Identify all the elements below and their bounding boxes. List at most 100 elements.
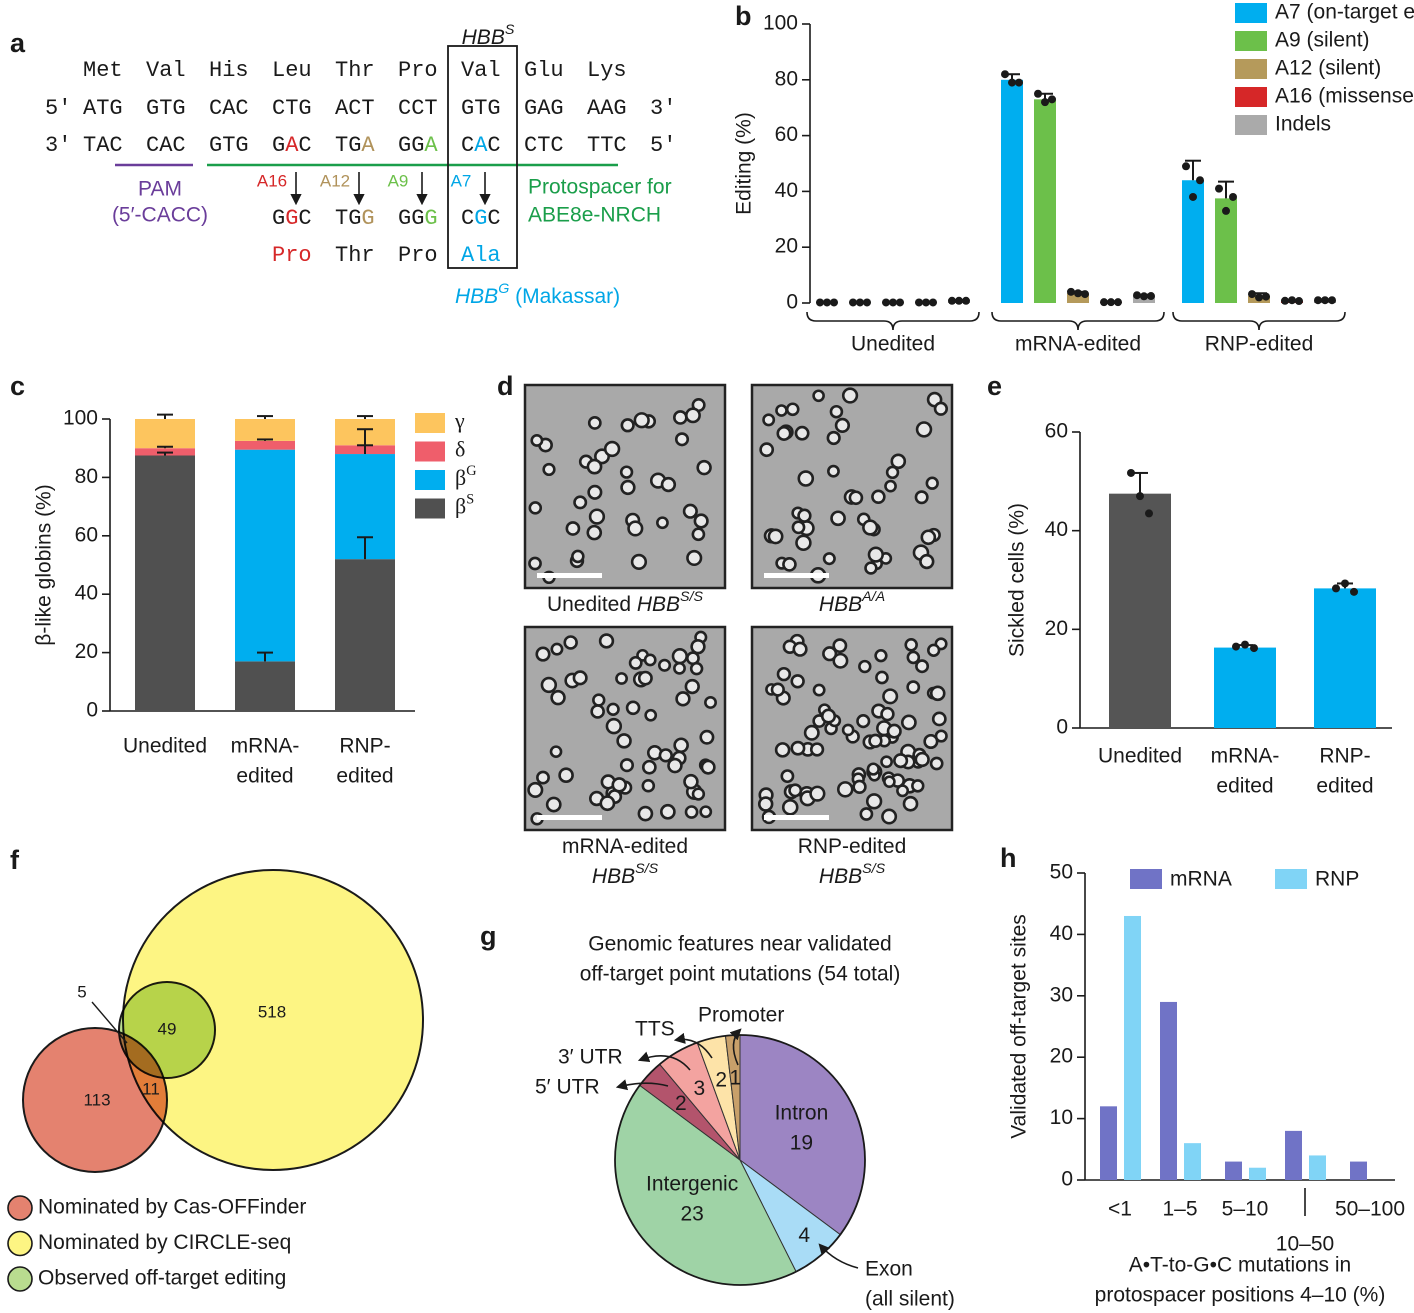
cell (829, 404, 844, 419)
cell (923, 733, 939, 750)
slice-name: Exon (865, 1258, 913, 1281)
replicate-point (1295, 297, 1303, 306)
cell (914, 490, 929, 505)
slice-name: 3′ UTR (558, 1046, 623, 1069)
amino-acid: Glu (524, 58, 564, 83)
panel-letter: a (10, 28, 26, 58)
cell (674, 432, 690, 447)
region-count: 5 (77, 982, 86, 1001)
codon: ATG (83, 96, 123, 121)
codon: AAG (587, 96, 627, 121)
hbb-g-label-part: G (498, 281, 509, 297)
amino-acid: Val (146, 58, 186, 83)
legend-swatch (1235, 87, 1267, 107)
slice-value: 2 (675, 1092, 687, 1115)
x-tick-label: RNP-edited (1205, 333, 1314, 356)
cell (573, 495, 588, 510)
cell (790, 674, 805, 689)
cell (827, 464, 840, 478)
cell (586, 458, 603, 475)
legend-swatch (415, 470, 445, 490)
cell (904, 638, 918, 652)
cell (615, 672, 628, 685)
replicate-point (1081, 290, 1089, 299)
bar (1309, 1155, 1326, 1180)
edited-amino-acid: Pro (272, 243, 312, 268)
replicate-point (1107, 298, 1115, 307)
cell (890, 453, 907, 470)
replicate-point (1281, 296, 1289, 305)
legend-swatch (1275, 869, 1307, 889)
x-tick-label: 1–5 (1162, 1198, 1197, 1221)
replicate-point (889, 298, 897, 307)
cell (528, 556, 542, 571)
bar (1109, 493, 1171, 728)
cell (619, 758, 635, 773)
slice-name: TTS (635, 1018, 675, 1041)
y-axis-label: β-like globins (%) (33, 484, 56, 645)
slice-value: 19 (790, 1132, 813, 1155)
cell (673, 661, 686, 675)
category-brace (1172, 311, 1346, 331)
y-tick-label: 40 (775, 179, 798, 202)
y-tick-label: 20 (1045, 617, 1068, 640)
bar (1314, 588, 1376, 728)
legend-swatch (7, 1266, 33, 1292)
cell (788, 783, 803, 798)
replicate-point (816, 298, 824, 307)
x-tick-label: Unedited (851, 333, 935, 356)
cell (880, 755, 893, 769)
panel-letter: g (480, 921, 497, 951)
replicate-point (922, 298, 930, 307)
cell (841, 387, 859, 404)
cell (685, 407, 701, 424)
bar-segment (235, 449, 295, 662)
base: TG (335, 133, 361, 158)
cell (885, 465, 900, 480)
cell (542, 462, 556, 477)
cell (920, 529, 937, 546)
cell (893, 753, 909, 769)
bar (1067, 293, 1089, 303)
cell (929, 756, 944, 771)
edited-amino-acid: Ala (461, 243, 501, 268)
x-tick-label: 50–100 (1335, 1198, 1405, 1221)
replicate-point (1067, 287, 1075, 296)
base: C (461, 206, 474, 231)
base: GG (398, 133, 424, 158)
slice-value: 23 (680, 1203, 703, 1226)
replicate-point (1332, 584, 1340, 593)
cell (820, 708, 837, 724)
cell (841, 723, 855, 737)
x-tick-label: RNP- (1319, 745, 1370, 768)
y-tick-label: 0 (1056, 716, 1068, 739)
cell (530, 433, 544, 447)
cell (673, 737, 689, 754)
cell (867, 546, 884, 563)
y-tick-label: 30 (1050, 983, 1073, 1006)
strand-end: 3′ (45, 133, 71, 158)
image-caption-part: A/A (861, 589, 885, 605)
amino-acid: Pro (398, 58, 438, 83)
replicate-point (1008, 78, 1016, 87)
cell (886, 723, 902, 739)
chart-title: off-target point mutations (54 total) (580, 963, 901, 986)
cell (699, 805, 713, 819)
cell (925, 476, 939, 490)
replicate-point (1100, 298, 1108, 307)
cell (881, 808, 898, 825)
cell (900, 714, 917, 731)
cell (587, 484, 603, 500)
replicate-point (1133, 291, 1141, 300)
cell (782, 557, 797, 572)
cell (834, 417, 851, 434)
y-tick-label: 60 (1045, 420, 1068, 443)
y-tick-label: 60 (75, 523, 98, 546)
cell (865, 793, 883, 810)
y-tick-label: 0 (86, 699, 98, 722)
replicate-point (1248, 290, 1256, 299)
cell (572, 670, 588, 686)
slice-name: Intergenic (646, 1173, 738, 1196)
cell (915, 421, 933, 438)
